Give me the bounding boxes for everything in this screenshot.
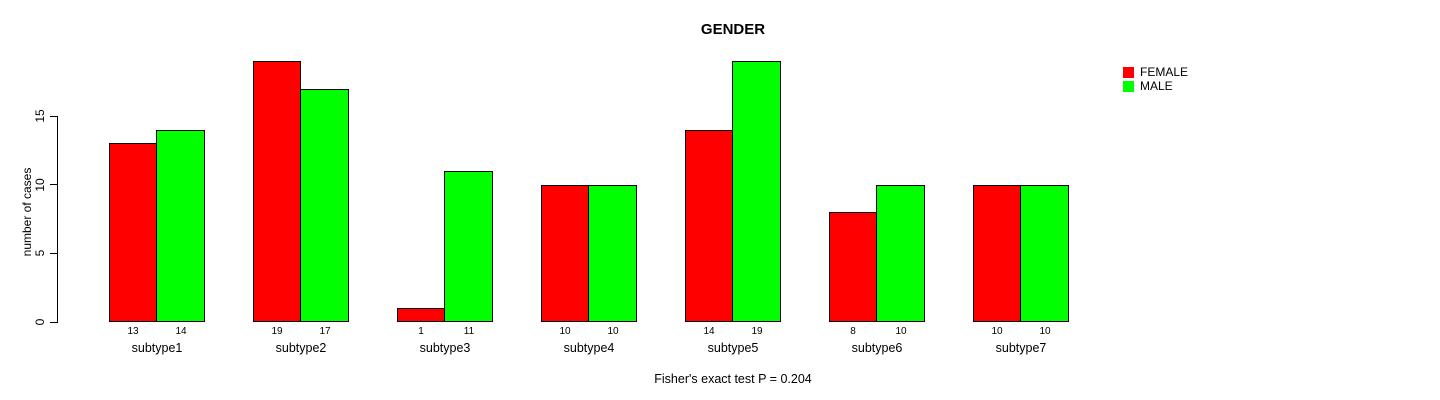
x-category-label-subtype6: subtype6: [851, 341, 903, 355]
bar-male-subtype4: [588, 185, 637, 322]
x-category-label-subtype4: subtype4: [563, 341, 615, 355]
x-category-label-subtype1: subtype1: [131, 341, 183, 355]
bar-value-label: 19: [271, 326, 283, 337]
bar-value-label: 10: [895, 326, 907, 337]
bar-value-label: 19: [751, 326, 763, 337]
chart-title: GENDER: [700, 21, 766, 38]
y-tick-label: 0: [33, 318, 47, 326]
x-category-label-subtype5: subtype5: [707, 341, 759, 355]
bar-female-subtype7: [973, 185, 1021, 322]
bar-male-subtype5: [732, 61, 781, 322]
legend-label-female: FEMALE: [1140, 65, 1189, 79]
bar-value-label: 10: [559, 326, 571, 337]
bar-value-label: 10: [991, 326, 1003, 337]
y-tick: [50, 321, 57, 323]
bar-female-subtype6: [829, 212, 877, 322]
y-tick: [50, 184, 57, 186]
bar-value-label: 13: [127, 326, 139, 337]
y-axis-line: [57, 116, 58, 323]
bar-male-subtype1: [156, 130, 205, 322]
bar-male-subtype6: [876, 185, 925, 322]
bar-male-subtype2: [300, 89, 349, 322]
bar-value-label: 10: [607, 326, 619, 337]
legend-item-male: MALE: [1123, 79, 1188, 93]
y-tick-label: 10: [33, 177, 47, 192]
bar-value-label: 11: [463, 326, 475, 337]
y-tick-label: 15: [33, 109, 47, 123]
bar-male-subtype3: [444, 171, 493, 322]
bar-value-label: 17: [319, 326, 331, 337]
bar-value-label: 1: [418, 326, 424, 337]
x-category-label-subtype3: subtype3: [419, 341, 471, 355]
male-color-swatch: [1123, 80, 1134, 92]
bar-female-subtype4: [541, 185, 589, 322]
y-tick-label: 5: [33, 249, 47, 257]
legend: FEMALE MALE: [1123, 65, 1188, 93]
bar-male-subtype7: [1020, 185, 1069, 322]
x-category-label-subtype7: subtype7: [995, 341, 1047, 355]
legend-label-male: MALE: [1140, 79, 1173, 93]
chart-note: Fisher's exact test P = 0.204: [654, 372, 812, 386]
y-tick: [50, 252, 57, 254]
bar-female-subtype5: [685, 130, 733, 322]
y-tick: [50, 115, 57, 117]
bar-female-subtype1: [109, 143, 157, 322]
bar-value-label: 14: [175, 326, 187, 337]
bar-value-label: 10: [1039, 326, 1051, 337]
bar-value-label: 14: [703, 326, 715, 337]
bar-female-subtype3: [397, 308, 445, 322]
legend-item-female: FEMALE: [1123, 65, 1188, 79]
bar-female-subtype2: [253, 61, 301, 322]
bar-value-label: 8: [850, 326, 856, 337]
female-color-swatch: [1123, 66, 1134, 78]
x-category-label-subtype2: subtype2: [275, 341, 327, 355]
y-axis-title: number of cases: [20, 167, 34, 257]
